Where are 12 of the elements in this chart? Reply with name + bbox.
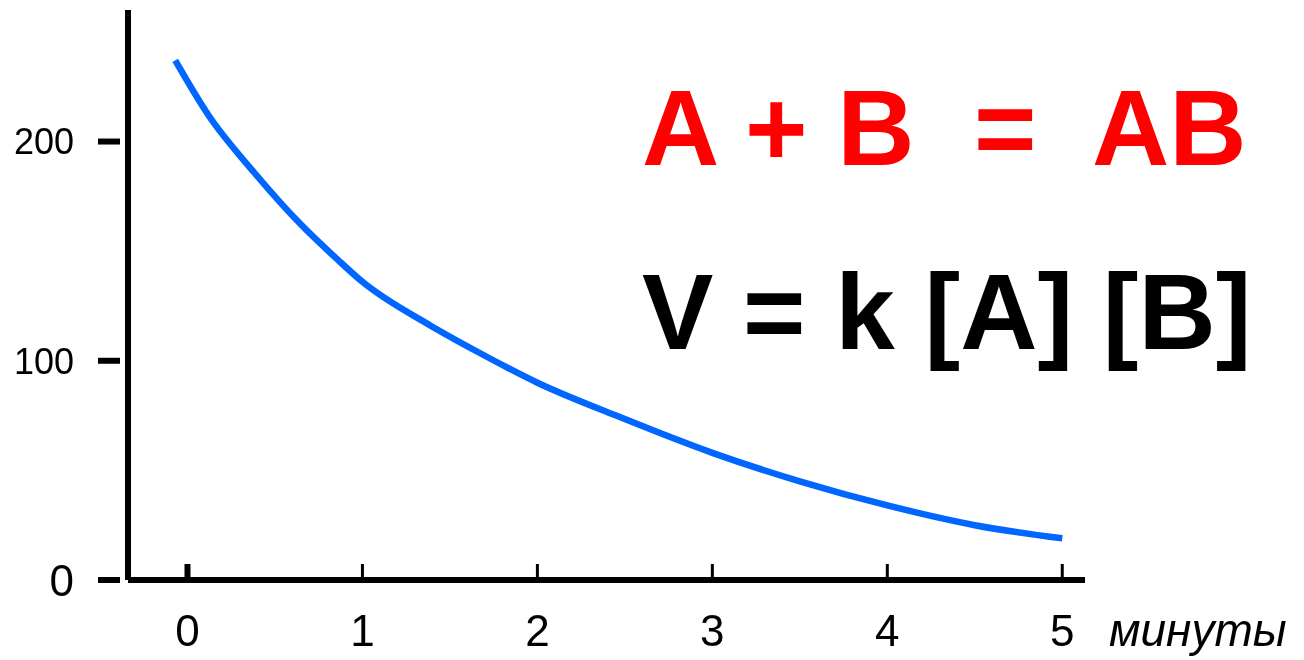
x-axis-title: минуты xyxy=(1109,604,1287,656)
y-tick-label: 100 xyxy=(13,340,74,382)
y-tick-label: 0 xyxy=(49,555,74,605)
annotation: V = k [A] [B] xyxy=(642,252,1252,372)
x-tick-label: 0 xyxy=(175,606,200,655)
x-tick-label: 5 xyxy=(1050,606,1075,655)
x-tick-label: 4 xyxy=(875,606,900,655)
annotation: A + B = AB xyxy=(642,68,1247,188)
x-tick-label: 1 xyxy=(350,606,375,655)
y-tick-label: 200 xyxy=(13,121,74,163)
x-tick-label: 3 xyxy=(700,606,725,655)
x-tick-label: 2 xyxy=(525,606,550,655)
